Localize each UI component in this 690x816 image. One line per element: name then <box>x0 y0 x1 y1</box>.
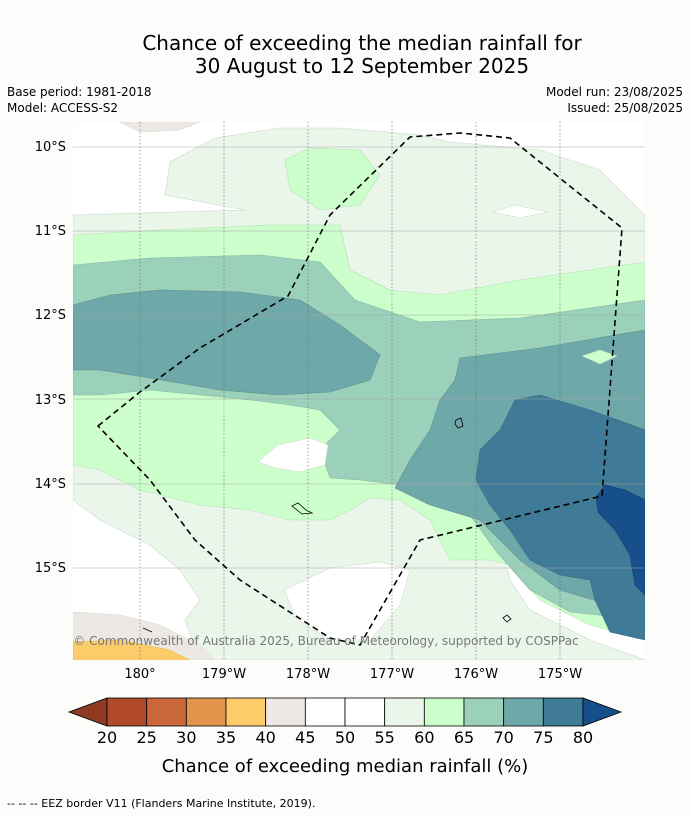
patch-white-2 <box>492 204 549 219</box>
colorbar-ticks: 20 25 30 35 40 45 50 55 60 65 70 75 80 <box>97 728 593 747</box>
colorbar-segment <box>423 697 465 727</box>
colorbar-tick-label: 20 <box>97 728 117 747</box>
lon-label-180: 180° <box>124 667 155 682</box>
colorbar-tick-label: 40 <box>255 728 275 747</box>
band-35-40-sw <box>73 639 191 660</box>
colorbar-under-arrow <box>67 697 108 727</box>
island-2 <box>291 502 314 515</box>
lat-label-11s: 11°S <box>35 224 66 239</box>
lat-label-10s: 10°S <box>35 140 66 155</box>
band-south-white <box>284 561 411 641</box>
colorbar-segment <box>146 697 187 727</box>
lon-label-178w: 178°W <box>286 667 330 682</box>
colorbar-segment <box>542 697 584 727</box>
colorbar-over-arrow <box>582 697 623 727</box>
lat-labels: 10°S 11°S 12°S 13°S 14°S 15°S <box>35 140 66 576</box>
rainfall-map: © Commonwealth of Australia 2025, Bureau… <box>35 122 645 747</box>
island-1 <box>454 417 464 429</box>
base-period: Base period: 1981-2018 <box>7 85 152 99</box>
colorbar-segment <box>304 697 346 727</box>
colorbar-tick-label: 80 <box>573 728 593 747</box>
lat-label-12s: 12°S <box>35 308 66 323</box>
map-title-line-2: 30 August to 12 September 2025 <box>194 54 530 78</box>
patch-green-3 <box>581 349 618 365</box>
colorbar-tick-label: 65 <box>454 728 474 747</box>
colorbar-tick-label: 45 <box>295 728 315 747</box>
island-4 <box>142 627 153 633</box>
issued-date: Issued: 25/08/2025 <box>567 101 683 115</box>
island-3 <box>502 614 512 623</box>
colorbar-segment <box>503 697 544 727</box>
lon-labels: 180° 179°W 178°W 177°W 176°W 175°W <box>124 667 582 682</box>
colorbar-tick-label: 25 <box>136 728 156 747</box>
colorbar-segment <box>225 697 267 727</box>
patch-white-1 <box>257 437 329 473</box>
band-75-80 <box>475 394 645 641</box>
model-run: Model run: 23/08/2025 <box>545 85 683 99</box>
colorbar-segment <box>384 697 425 727</box>
model-name: Model: ACCESS-S2 <box>7 101 119 115</box>
lon-label-175w: 175°W <box>538 667 582 682</box>
colorbar-label: Chance of exceeding median rainfall (%) <box>161 756 529 777</box>
map-title-line-1: Chance of exceeding the median rainfall … <box>142 31 582 55</box>
colorbar-tick-label: 75 <box>533 728 553 747</box>
lon-label-179w: 179°W <box>202 667 246 682</box>
lon-label-177w: 177°W <box>370 667 414 682</box>
copyright-notice: © Commonwealth of Australia 2025, Bureau… <box>73 634 578 648</box>
lon-label-176w: 176°W <box>454 667 498 682</box>
colorbar-tick-label: 30 <box>176 728 196 747</box>
colorbar-segment <box>185 697 227 727</box>
meta-right: Model run: 23/08/2025 Issued: 25/08/2025 <box>546 84 683 116</box>
colorbar-tick-label: 60 <box>414 728 434 747</box>
colorbar-tick-label: 70 <box>493 728 513 747</box>
colorbar-segment <box>106 697 148 727</box>
band-above-80 <box>595 484 645 596</box>
colorbar-segment <box>344 697 386 727</box>
meta-left: Base period: 1981-2018 Model: ACCESS-S2 <box>7 84 152 116</box>
colorbar-tick-label: 35 <box>216 728 236 747</box>
colorbar-segment <box>463 697 505 727</box>
colorbar-tick-label: 55 <box>374 728 394 747</box>
eez-border <box>96 132 623 646</box>
eez-legend-note: -- -- -- EEZ border V11 (Flanders Marine… <box>7 797 316 810</box>
map-fill <box>73 122 645 660</box>
colorbar <box>67 697 623 727</box>
band-70-75 <box>73 289 381 396</box>
colorbar-tick-label: 50 <box>335 728 355 747</box>
band-60-65-north <box>284 147 381 211</box>
lat-label-13s: 13°S <box>35 393 66 408</box>
graticule <box>73 122 645 660</box>
colorbar-segment <box>265 697 306 727</box>
lat-label-14s: 14°S <box>35 477 66 492</box>
lat-label-15s: 15°S <box>35 561 66 576</box>
